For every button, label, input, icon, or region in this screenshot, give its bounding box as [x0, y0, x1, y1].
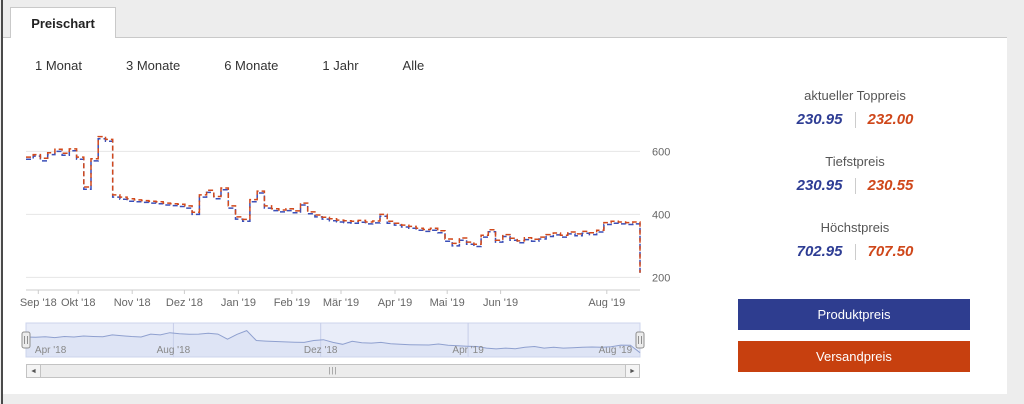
shipping-price-value: 230.55 [867, 177, 914, 194]
price-stats: aktueller Toppreis 230.95 232.00 Tiefstp… [740, 88, 970, 286]
stat-values: 702.95 707.50 [740, 243, 970, 260]
stat-label: Tiefstpreis [825, 154, 885, 169]
product-price-value: 702.95 [796, 243, 843, 260]
tab-preischart[interactable]: Preischart [10, 7, 116, 38]
stat-values: 230.95 232.00 [740, 111, 970, 128]
price-chart: 200 400 600 Sep '18 Okt '18 Nov '18 Dez '18 Jan… [20, 135, 670, 308]
svg-text:400: 400 [652, 209, 670, 221]
svg-text:Apr '19: Apr '19 [452, 345, 484, 356]
stat-label: Höchstpreis [820, 220, 890, 235]
value-separator [854, 243, 856, 260]
thumb-grip-icon: ||| [328, 366, 338, 375]
svg-text:Dez '18: Dez '18 [304, 345, 338, 356]
svg-text:Feb '19: Feb '19 [274, 297, 310, 308]
right-arrow-icon: ► [629, 367, 636, 375]
chart-navigator[interactable]: Apr '18 Aug '18 Dez '18 Apr '19 Aug '19 [18, 320, 658, 362]
svg-text:Mai '19: Mai '19 [430, 297, 465, 308]
stat-label: aktueller Toppreis [804, 88, 906, 103]
shipping-price-value: 707.50 [867, 243, 914, 260]
chart-scrollbar: ◄ ||| ► [26, 364, 640, 378]
product-price-value: 230.95 [796, 111, 843, 128]
value-separator [854, 111, 856, 128]
svg-text:Aug '19: Aug '19 [588, 297, 625, 308]
svg-text:Mär '19: Mär '19 [323, 297, 359, 308]
range-alle[interactable]: Alle [402, 58, 425, 73]
shipping-price-value: 232.00 [867, 111, 914, 128]
versandpreis-button[interactable]: Versandpreis [738, 341, 970, 372]
svg-text:Aug '19: Aug '19 [599, 345, 633, 356]
product-price-value: 230.95 [796, 177, 843, 194]
svg-text:Apr '19: Apr '19 [378, 297, 413, 308]
svg-text:Jan '19: Jan '19 [221, 297, 256, 308]
svg-text:Sep '18: Sep '18 [20, 297, 57, 308]
svg-text:Dez '18: Dez '18 [166, 297, 203, 308]
svg-text:Nov '18: Nov '18 [114, 297, 151, 308]
stat-tiefstpreis: Tiefstpreis 230.95 230.55 [740, 154, 970, 194]
range-selector: 1 Monat 3 Monate 6 Monate 1 Jahr Alle [35, 58, 424, 73]
page-left-edge [1, 0, 3, 404]
svg-text:Aug '18: Aug '18 [157, 345, 191, 356]
left-arrow-icon: ◄ [30, 367, 37, 375]
stat-hoechstpreis: Höchstpreis 702.95 707.50 [740, 220, 970, 260]
svg-text:Apr '18: Apr '18 [35, 345, 67, 356]
produktpreis-button[interactable]: Produktpreis [738, 299, 970, 330]
svg-text:Jun '19: Jun '19 [483, 297, 518, 308]
scrollbar-thumb[interactable]: ||| [41, 365, 625, 377]
svg-text:200: 200 [652, 272, 670, 284]
stat-values: 230.95 230.55 [740, 177, 970, 194]
value-separator [854, 177, 856, 194]
range-1-jahr[interactable]: 1 Jahr [322, 58, 359, 73]
range-6-monate[interactable]: 6 Monate [224, 58, 279, 73]
range-3-monate[interactable]: 3 Monate [125, 58, 181, 73]
tab-label: Preischart [31, 15, 95, 31]
range-1-monat[interactable]: 1 Monat [35, 58, 82, 73]
svg-text:Okt '18: Okt '18 [61, 297, 96, 308]
scrollbar-left-arrow[interactable]: ◄ [27, 365, 41, 377]
stat-aktueller-toppreis: aktueller Toppreis 230.95 232.00 [740, 88, 970, 128]
scrollbar-right-arrow[interactable]: ► [625, 365, 639, 377]
svg-text:600: 600 [652, 146, 670, 158]
